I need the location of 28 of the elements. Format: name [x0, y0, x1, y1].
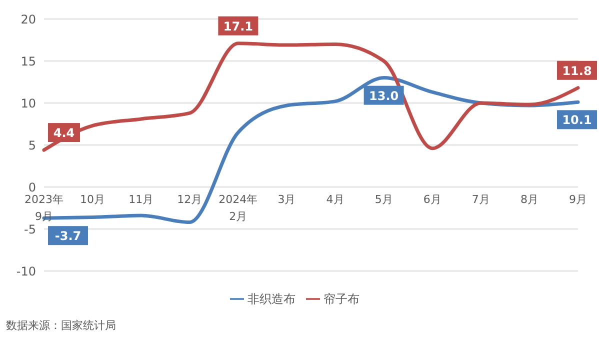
data-label: 17.1 — [223, 19, 253, 34]
x-tick-label: 11月 — [128, 193, 154, 206]
x-tick-label: 9月 — [569, 193, 587, 206]
x-tick-label: 8月 — [520, 193, 538, 206]
y-tick-label: 20 — [20, 12, 36, 26]
legend-label: 非织造布 — [248, 292, 296, 306]
y-tick-label: 5 — [28, 138, 36, 152]
x-tick-label: 12月 — [177, 193, 202, 206]
x-tick-label: 2024年 2月 — [218, 193, 258, 223]
legend-label: 帘子布 — [324, 292, 360, 306]
x-tick-label: 6月 — [423, 193, 442, 206]
y-tick-label: -10 — [16, 264, 36, 278]
x-tick-label: 7月 — [472, 193, 490, 206]
data-label: 11.8 — [562, 64, 592, 78]
data-label: -3.7 — [54, 229, 82, 244]
data-label: 10.1 — [562, 113, 592, 128]
y-tick-label: 0 — [28, 180, 36, 194]
data-label: 13.0 — [369, 88, 399, 103]
source-note: 数据来源：国家统计局 — [6, 318, 116, 333]
y-tick-label: -5 — [24, 222, 36, 236]
y-tick-label: 10 — [20, 96, 36, 110]
x-tick-label: 10月 — [80, 193, 106, 206]
data-label: 4.4 — [53, 126, 75, 140]
x-tick-label: 4月 — [326, 193, 344, 206]
x-tick-label: 5月 — [374, 193, 393, 206]
x-tick-label: 2023年 9月 — [24, 193, 64, 223]
y-tick-label: 15 — [20, 54, 36, 68]
x-tick-label: 3月 — [278, 193, 296, 206]
